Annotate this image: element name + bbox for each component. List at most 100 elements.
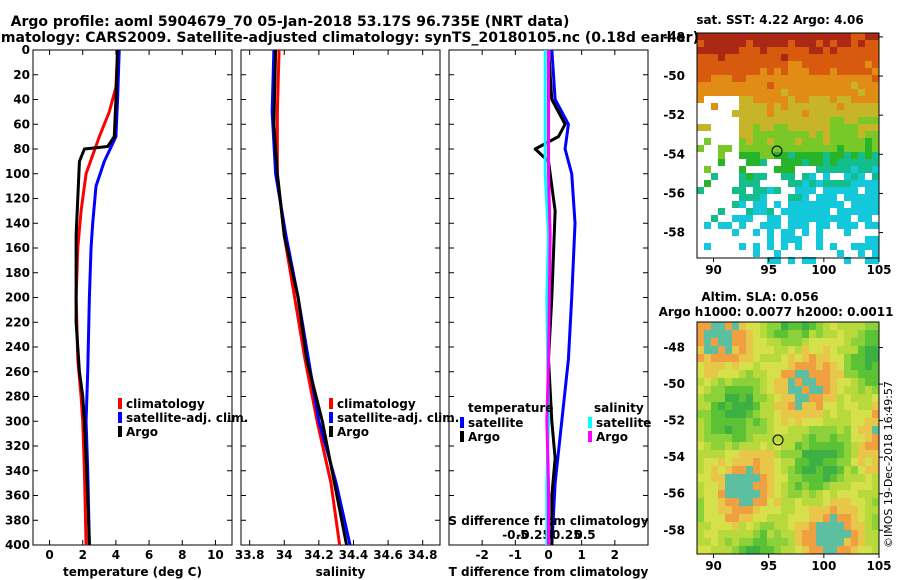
sst-cell (739, 61, 746, 68)
sla-cell (697, 490, 704, 498)
sla-cell (858, 546, 865, 554)
y-tick-label: 80 (13, 142, 30, 156)
sst-cell (788, 110, 795, 117)
sla-cell (823, 506, 830, 514)
sla-cell (830, 522, 837, 530)
sst-cell (865, 166, 872, 173)
sst-cell (844, 187, 851, 194)
lat-tick-label: -48 (663, 341, 685, 355)
sla-cell (739, 386, 746, 394)
sst-cell (774, 145, 781, 152)
sla-cell (774, 530, 781, 538)
sst-cell (718, 75, 725, 82)
sst-cell (823, 103, 830, 110)
sst-cell (718, 222, 725, 229)
legend-swatch (118, 426, 122, 437)
sst-cell (837, 180, 844, 187)
x-axis-label: temperature (deg C) (63, 565, 202, 579)
sst-cell (802, 68, 809, 75)
sst-cell (837, 75, 844, 82)
sst-cell (732, 61, 739, 68)
sst-cell (816, 236, 823, 243)
sst-cell (795, 47, 802, 54)
sla-cell (823, 514, 830, 522)
sla-cell (823, 362, 830, 370)
imos-credit: ©IMOS 19-Dec-2018 16:49:57 (882, 381, 895, 548)
sla-cell (802, 386, 809, 394)
sst-cell (851, 75, 858, 82)
sla-cell (872, 458, 879, 466)
sla-cell (830, 458, 837, 466)
sst-cell (732, 215, 739, 222)
sla-cell (795, 434, 802, 442)
sla-cell (837, 354, 844, 362)
x-tick-label: 34.4 (339, 548, 369, 562)
sla-cell (697, 458, 704, 466)
sla-cell (746, 402, 753, 410)
sla-cell (788, 418, 795, 426)
sst-cell (732, 33, 739, 40)
sla-cell (732, 506, 739, 514)
sla-cell (858, 394, 865, 402)
sla-cell (718, 530, 725, 538)
sla-cell (746, 458, 753, 466)
sla-cell (711, 474, 718, 482)
sla-cell (851, 426, 858, 434)
sla-cell (781, 378, 788, 386)
sla-cell (788, 498, 795, 506)
sla-cell (746, 410, 753, 418)
argo-location-marker-sla (772, 434, 784, 446)
sla-cell (711, 530, 718, 538)
sst-cell (718, 82, 725, 89)
sst-cell (788, 33, 795, 40)
sla-cell (746, 514, 753, 522)
sla-cell (837, 450, 844, 458)
sst-cell (711, 47, 718, 54)
sst-cell (767, 257, 774, 264)
sla-cell (697, 346, 704, 354)
legend-swatch (329, 426, 333, 437)
sla-cell (711, 522, 718, 530)
sst-cell (830, 96, 837, 103)
sla-cell (739, 346, 746, 354)
sla-cell (774, 474, 781, 482)
sla-cell (746, 466, 753, 474)
legend-label: climatology (126, 397, 205, 411)
sst-cell (851, 68, 858, 75)
sst-cell (788, 159, 795, 166)
sla-cell (802, 434, 809, 442)
sst-cell (865, 208, 872, 215)
sst-cell (704, 138, 711, 145)
sla-cell (844, 490, 851, 498)
sla-cell (837, 418, 844, 426)
sst-cell (844, 96, 851, 103)
sla-cell (746, 426, 753, 434)
sst-cell (851, 103, 858, 110)
sst-cell (865, 54, 872, 61)
sst-cell (767, 89, 774, 96)
sla-cell (809, 466, 816, 474)
sla-cell (788, 442, 795, 450)
sla-cell (711, 370, 718, 378)
sst-cell (760, 208, 767, 215)
sla-cell (704, 490, 711, 498)
sst-cell (767, 33, 774, 40)
sst-cell (711, 89, 718, 96)
sst-cell (746, 75, 753, 82)
sla-cell (767, 546, 774, 554)
sst-cell (753, 40, 760, 47)
sla-cell (739, 522, 746, 530)
sst-cell (830, 47, 837, 54)
sst-cell (858, 243, 865, 250)
sla-cell (746, 378, 753, 386)
sst-cell (767, 236, 774, 243)
sla-cell (704, 546, 711, 554)
x-axis-label: T difference from climatology (449, 565, 649, 579)
sst-cell (865, 68, 872, 75)
sla-cell (718, 418, 725, 426)
sla-cell (844, 514, 851, 522)
sst-cell (823, 152, 830, 159)
sst-cell (858, 89, 865, 96)
sla-cell (781, 442, 788, 450)
sla-cell (830, 530, 837, 538)
